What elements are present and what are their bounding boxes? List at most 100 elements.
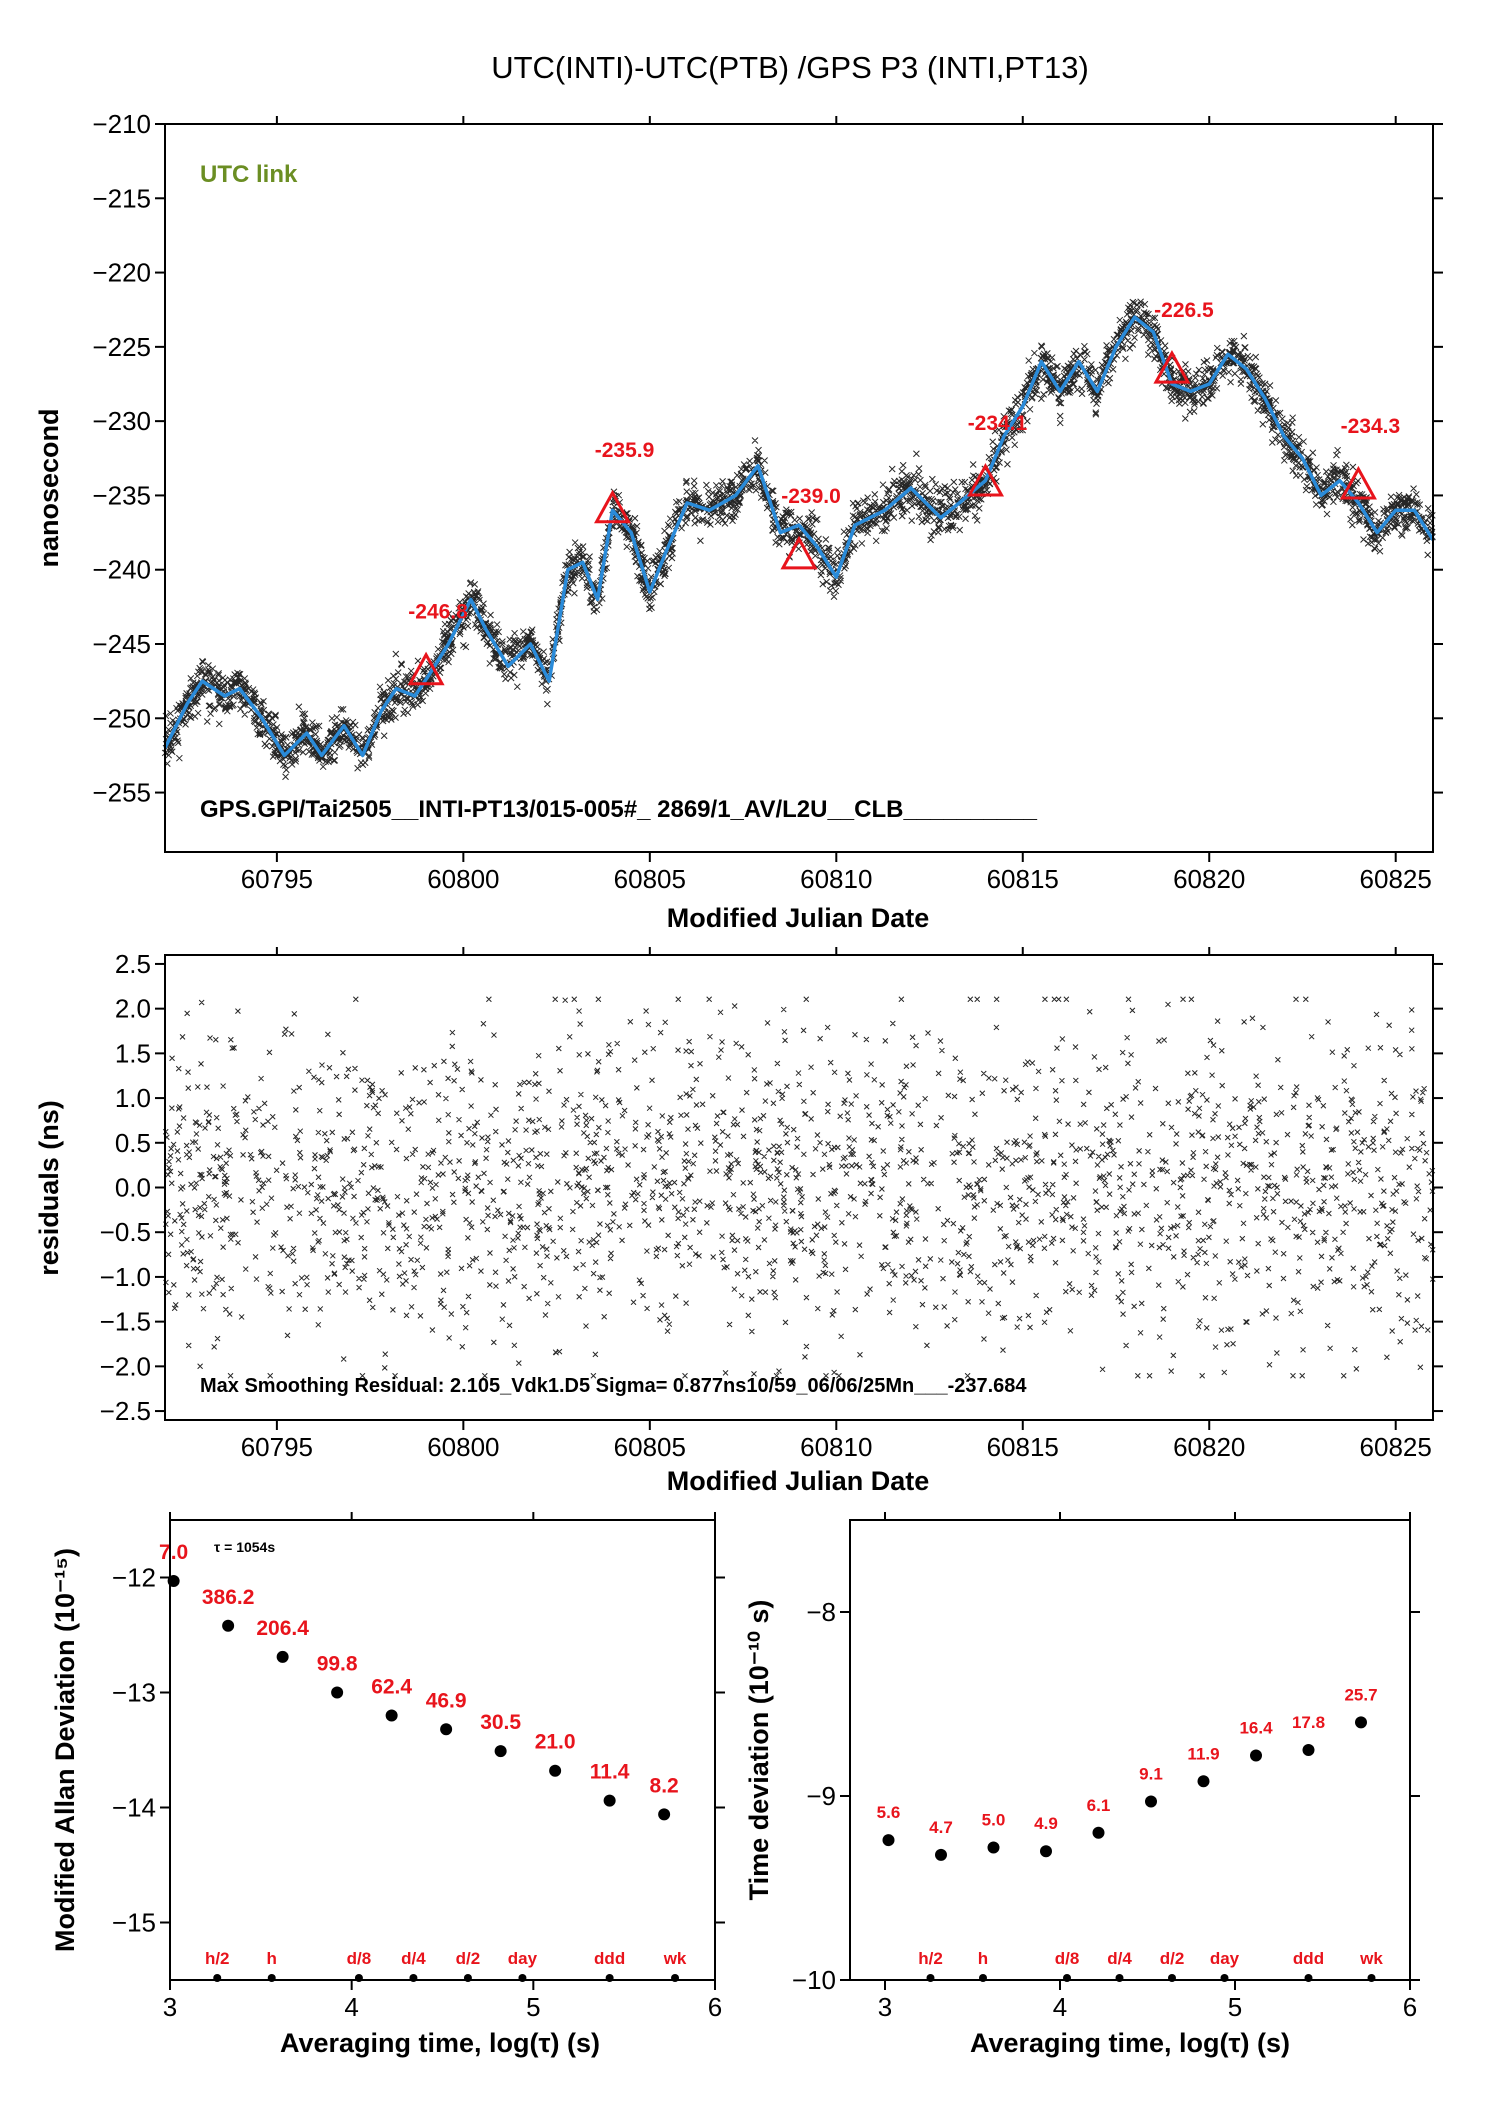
interval-label: h xyxy=(978,1949,988,1968)
deviation-value-label: 30.5 xyxy=(480,1711,521,1734)
deviation-point xyxy=(882,1834,895,1847)
x-tick-label: 3 xyxy=(163,1992,177,2022)
deviation-point xyxy=(549,1764,562,1777)
deviation-point xyxy=(1145,1795,1157,1808)
interval-label: h/2 xyxy=(205,1949,230,1968)
deviation-value-label: 46.9 xyxy=(426,1689,467,1712)
smoothed-series-line xyxy=(163,315,1435,758)
deviation-point xyxy=(222,1619,235,1632)
y-tick-label: −10 xyxy=(792,1965,836,1995)
interval-label: h/2 xyxy=(918,1949,943,1968)
x-tick-label: 4 xyxy=(344,1992,358,2022)
x-tick-label: 5 xyxy=(1228,1992,1242,2022)
deviation-value-label: 9.1 xyxy=(1139,1765,1163,1784)
x-tick-label: 60820 xyxy=(1173,864,1245,894)
tdev-panel: 3 4 5 6 −10 −9 −8 5.6 4.7 5.0 4.9 6.1 9.1 11.9 16.4 17… xyxy=(744,1512,1420,2058)
deviation-value-label: 5.0 xyxy=(982,1811,1006,1830)
interval-label: day xyxy=(1210,1949,1240,1968)
x-tick-label: 60815 xyxy=(987,1432,1059,1462)
y-tick-label: −8 xyxy=(806,1597,836,1627)
interval-label: wk xyxy=(1359,1949,1383,1968)
x-tick-label: 60820 xyxy=(1173,1432,1245,1462)
y-tick-label: −0.5 xyxy=(100,1217,151,1247)
interval-label: d/8 xyxy=(347,1949,372,1968)
y-tick-label: −210 xyxy=(92,109,151,139)
interval-label: d/8 xyxy=(1055,1949,1080,1968)
top-panel: 60795 60800 60805 60810 60815 60820 60825 −255 −… xyxy=(34,109,1443,933)
x-tick-label: 60810 xyxy=(800,1432,872,1462)
x-tick-label: 6 xyxy=(1403,1992,1417,2022)
deviation-point xyxy=(658,1808,671,1821)
deviation-value-label: 8.2 xyxy=(650,1774,679,1797)
deviation-point xyxy=(1040,1845,1052,1858)
interval-label: d/4 xyxy=(401,1949,426,1968)
interval-label: ddd xyxy=(1293,1949,1324,1968)
deviation-value-label: 17.8 xyxy=(1292,1713,1325,1732)
residuals-panel-frame xyxy=(164,954,1434,1421)
tau-note: τ = 1054s xyxy=(214,1539,275,1555)
deviation-point xyxy=(1197,1775,1210,1788)
deviation-point xyxy=(331,1686,344,1699)
y-tick-label: −235 xyxy=(92,480,151,510)
deviation-value-label: 16.4 xyxy=(1239,1719,1273,1738)
deviation-value-label: 11.9 xyxy=(1187,1744,1219,1763)
deviation-value-label: 7.0 xyxy=(159,1541,188,1564)
marker-value-label: -234.3 xyxy=(1341,415,1401,438)
residuals-annotation: Max Smoothing Residual: 2.105_Vdk1.D5 Si… xyxy=(200,1375,1027,1397)
deviation-value-label: 11.4 xyxy=(590,1761,630,1784)
interval-label: wk xyxy=(663,1949,687,1968)
deviation-value-label: 4.7 xyxy=(929,1818,953,1837)
deviation-point xyxy=(935,1848,947,1861)
deviation-value-label: 25.7 xyxy=(1344,1685,1377,1704)
y-tick-label: 2.0 xyxy=(115,994,151,1024)
y-tick-label: −255 xyxy=(92,778,151,808)
interval-label: d/4 xyxy=(1107,1949,1132,1968)
x-tick-label: 5 xyxy=(526,1992,540,2022)
deviation-value-label: 5.6 xyxy=(877,1803,901,1822)
deviation-point xyxy=(1250,1749,1262,1762)
x-tick-label: 60805 xyxy=(614,1432,686,1462)
tdev-x-axis-label: Averaging time, log(τ) (s) xyxy=(970,2028,1290,2058)
y-tick-label: −225 xyxy=(92,332,151,362)
marker-value-label: -246.8 xyxy=(408,601,468,624)
y-tick-label: 2.5 xyxy=(115,949,151,979)
y-tick-label: −2.0 xyxy=(100,1351,151,1381)
x-tick-label: 60825 xyxy=(1360,1432,1432,1462)
x-tick-label: 60800 xyxy=(427,1432,499,1462)
deviation-value-label: 206.4 xyxy=(256,1617,309,1640)
deviation-point xyxy=(385,1709,398,1722)
legend-utc-link: UTC link xyxy=(200,161,298,188)
y-tick-label: 0.5 xyxy=(115,1128,151,1158)
x-tick-label: 3 xyxy=(878,1992,892,2022)
mdev-panel-frame xyxy=(169,1519,716,1981)
mdev-x-axis-label: Averaging time, log(τ) (s) xyxy=(280,2028,600,2058)
triangle-marker xyxy=(780,535,818,570)
marker-value-label: -239.0 xyxy=(781,485,841,508)
residuals-y-axis-label: residuals (ns) xyxy=(34,1100,64,1276)
y-tick-label: −14 xyxy=(112,1793,156,1823)
deviation-point xyxy=(1302,1744,1315,1756)
interval-label: d/2 xyxy=(456,1949,481,1968)
marker-value-label: -235.9 xyxy=(595,439,655,462)
deviation-value-label: 62.4 xyxy=(371,1676,412,1699)
x-tick-label: 6 xyxy=(708,1992,722,2022)
x-tick-label: 4 xyxy=(1053,1992,1067,2022)
x-tick-label: 60815 xyxy=(987,864,1059,894)
tdev-y-axis-label: Time deviation (10⁻¹⁰ s) xyxy=(744,1600,774,1901)
tdev-panel-frame xyxy=(849,1519,1411,1981)
y-tick-label: −240 xyxy=(92,555,151,585)
residual-points xyxy=(162,996,1436,1379)
mdev-y-axis-label: Modified Allan Deviation (10⁻¹⁵) xyxy=(50,1548,80,1952)
x-tick-label: 60795 xyxy=(241,1432,313,1462)
residuals-panel: 60795 60800 60805 60810 60815 60820 60825 −2.5 −… xyxy=(34,947,1443,1496)
top-panel-annotation: GPS.GPI/Tai2505__INTI-PT13/015-005#_ 286… xyxy=(200,796,1038,823)
deviation-point xyxy=(276,1650,289,1663)
top-panel-frame xyxy=(164,123,1434,853)
interval-label: h xyxy=(267,1949,277,1968)
triangle-marker xyxy=(1153,350,1191,384)
y-tick-label: 1.5 xyxy=(115,1038,151,1068)
residuals-x-axis-label: Modified Julian Date xyxy=(667,1466,930,1496)
deviation-value-label: 6.1 xyxy=(1087,1796,1111,1815)
deviation-value-label: 4.9 xyxy=(1034,1814,1058,1833)
